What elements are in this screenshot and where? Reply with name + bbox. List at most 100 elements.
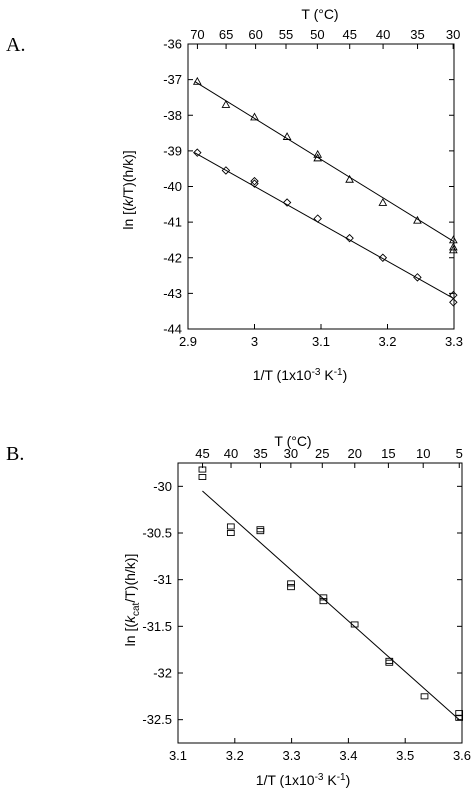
panel-b-top-axis-title: T (°C) [274, 433, 311, 449]
x-tick-label: 3.4 [339, 748, 357, 763]
panel-b-top-ticks: 45 40 35 30 25 20 15 10 5 [195, 446, 463, 468]
panel-b-label: B. [6, 443, 24, 465]
triangle-point [282, 132, 292, 140]
square-point [256, 528, 265, 535]
top-tick-label: 5 [456, 446, 463, 461]
y-tick-label: -39 [163, 143, 182, 158]
panel-a-x-axis-title: 1/T (1x10-3 K-1) [253, 367, 348, 383]
triangle-point [192, 76, 202, 85]
top-tick-label: 45 [342, 27, 356, 42]
diamond-point [449, 298, 458, 307]
panel-a-plot-frame [187, 43, 455, 330]
fit-line [202, 490, 460, 721]
triangle-point [378, 198, 388, 206]
top-tick-label: 55 [279, 27, 293, 42]
y-tick-label: -30.5 [142, 526, 172, 541]
triangle-point [413, 215, 422, 224]
y-tick-label: -42 [163, 250, 182, 265]
x-tick-label: 3.1 [312, 334, 330, 349]
y-tick-label: -32.5 [142, 712, 172, 727]
panel-a-label: A. [6, 34, 25, 56]
square-point [198, 474, 207, 481]
panel-b-x-ticks: 3.1 3.2 3.3 3.4 3.5 3.6 [169, 738, 471, 763]
y-tick-label: -41 [163, 215, 182, 230]
y-tick-label: -30 [153, 479, 172, 494]
panel-a-top-ticks: 70 65 60 55 50 45 40 35 30 [190, 27, 460, 49]
x-tick-label: 3 [251, 334, 258, 349]
panel-b-y-axis-title: ln [(kcat/T)(h/k)] [122, 554, 142, 647]
square-point [226, 523, 235, 530]
triangle-point [448, 242, 458, 251]
triangle-point [250, 112, 259, 121]
x-tick-label: 3.1 [169, 748, 187, 763]
top-tick-label: 35 [253, 446, 267, 461]
top-tick-label: 25 [315, 446, 329, 461]
top-tick-label: 10 [416, 446, 430, 461]
triangle-point [313, 153, 323, 162]
square-point [350, 621, 359, 628]
diamond-point [282, 198, 292, 207]
square-point [226, 530, 235, 537]
top-tick-label: 45 [195, 446, 209, 461]
top-tick-label: 40 [224, 446, 238, 461]
y-tick-label: -40 [163, 179, 182, 194]
top-tick-label: 70 [190, 27, 204, 42]
panel-a-x-ticks: 2.9 3 3.1 3.2 3.3 [179, 324, 463, 349]
square-point [385, 659, 394, 666]
triangle-point [345, 174, 354, 183]
panel-b-fit-lines [202, 490, 460, 721]
x-tick-label: 3.2 [378, 334, 396, 349]
y-tick-label: -36 [163, 37, 182, 52]
square-point [256, 526, 265, 533]
square-point [287, 584, 295, 591]
triangle-point [313, 149, 323, 158]
x-tick-label: 2.9 [179, 334, 197, 349]
y-tick-label: -32 [153, 666, 172, 681]
y-tick-label: -31 [153, 572, 172, 587]
y-tick-label: -44 [163, 322, 182, 337]
square-point [319, 594, 328, 601]
square-point [198, 466, 207, 473]
top-tick-label: 20 [348, 446, 362, 461]
panel-b: B. T (°C) ln [(kcat/T)(h/k)] 1/T (1x10-3… [6, 433, 471, 788]
panel-a-top-axis-title: T (°C) [301, 6, 338, 22]
top-tick-label: 30 [446, 27, 460, 42]
square-point [455, 714, 464, 721]
panel-b-y-ticks: -32.5 -32 -31.5 -31 -30.5 -30 [142, 479, 462, 727]
y-tick-label: -43 [163, 286, 182, 301]
panel-a-y-ticks: -44 -43 -42 -41 -40 -39 -38 -37 -36 [163, 37, 454, 337]
diamond-point [345, 233, 354, 243]
fit-line [194, 152, 455, 300]
panel-a-y-axis-title: ln [(k/T)(h/k)] [120, 150, 136, 229]
panel-a: A. T (°C) ln [(k/T)(h/k)] 1/T (1x10-3 K-… [6, 6, 463, 383]
diamond-point [449, 290, 458, 300]
x-tick-label: 3.3 [445, 334, 463, 349]
x-tick-label: 3.2 [226, 748, 244, 763]
panel-b-plot-frame [177, 462, 463, 744]
panel-b-data-points [198, 466, 464, 721]
diamond-point [378, 253, 388, 262]
y-tick-label: -38 [163, 108, 182, 123]
diamond-point [221, 166, 231, 175]
top-tick-label: 15 [381, 446, 395, 461]
square-point [287, 580, 295, 587]
panel-a-data-points [192, 76, 458, 307]
top-tick-label: 40 [376, 27, 390, 42]
triangle-point [448, 245, 458, 254]
top-tick-label: 60 [248, 27, 262, 42]
top-tick-label: 65 [219, 27, 233, 42]
top-tick-label: 50 [310, 27, 324, 42]
top-tick-label: 30 [284, 446, 298, 461]
top-tick-label: 35 [410, 27, 424, 42]
diamond-point [313, 214, 322, 223]
panel-a-fit-lines [194, 80, 455, 300]
diamond-point [250, 176, 259, 186]
y-tick-label: -31.5 [142, 619, 172, 634]
triangle-point [221, 100, 231, 108]
panel-b-x-axis-title: 1/T (1x10-3 K-1) [256, 772, 351, 788]
diamond-point [413, 273, 422, 282]
diamond-point [250, 179, 259, 188]
square-point [319, 598, 328, 605]
x-tick-label: 3.6 [453, 748, 471, 763]
